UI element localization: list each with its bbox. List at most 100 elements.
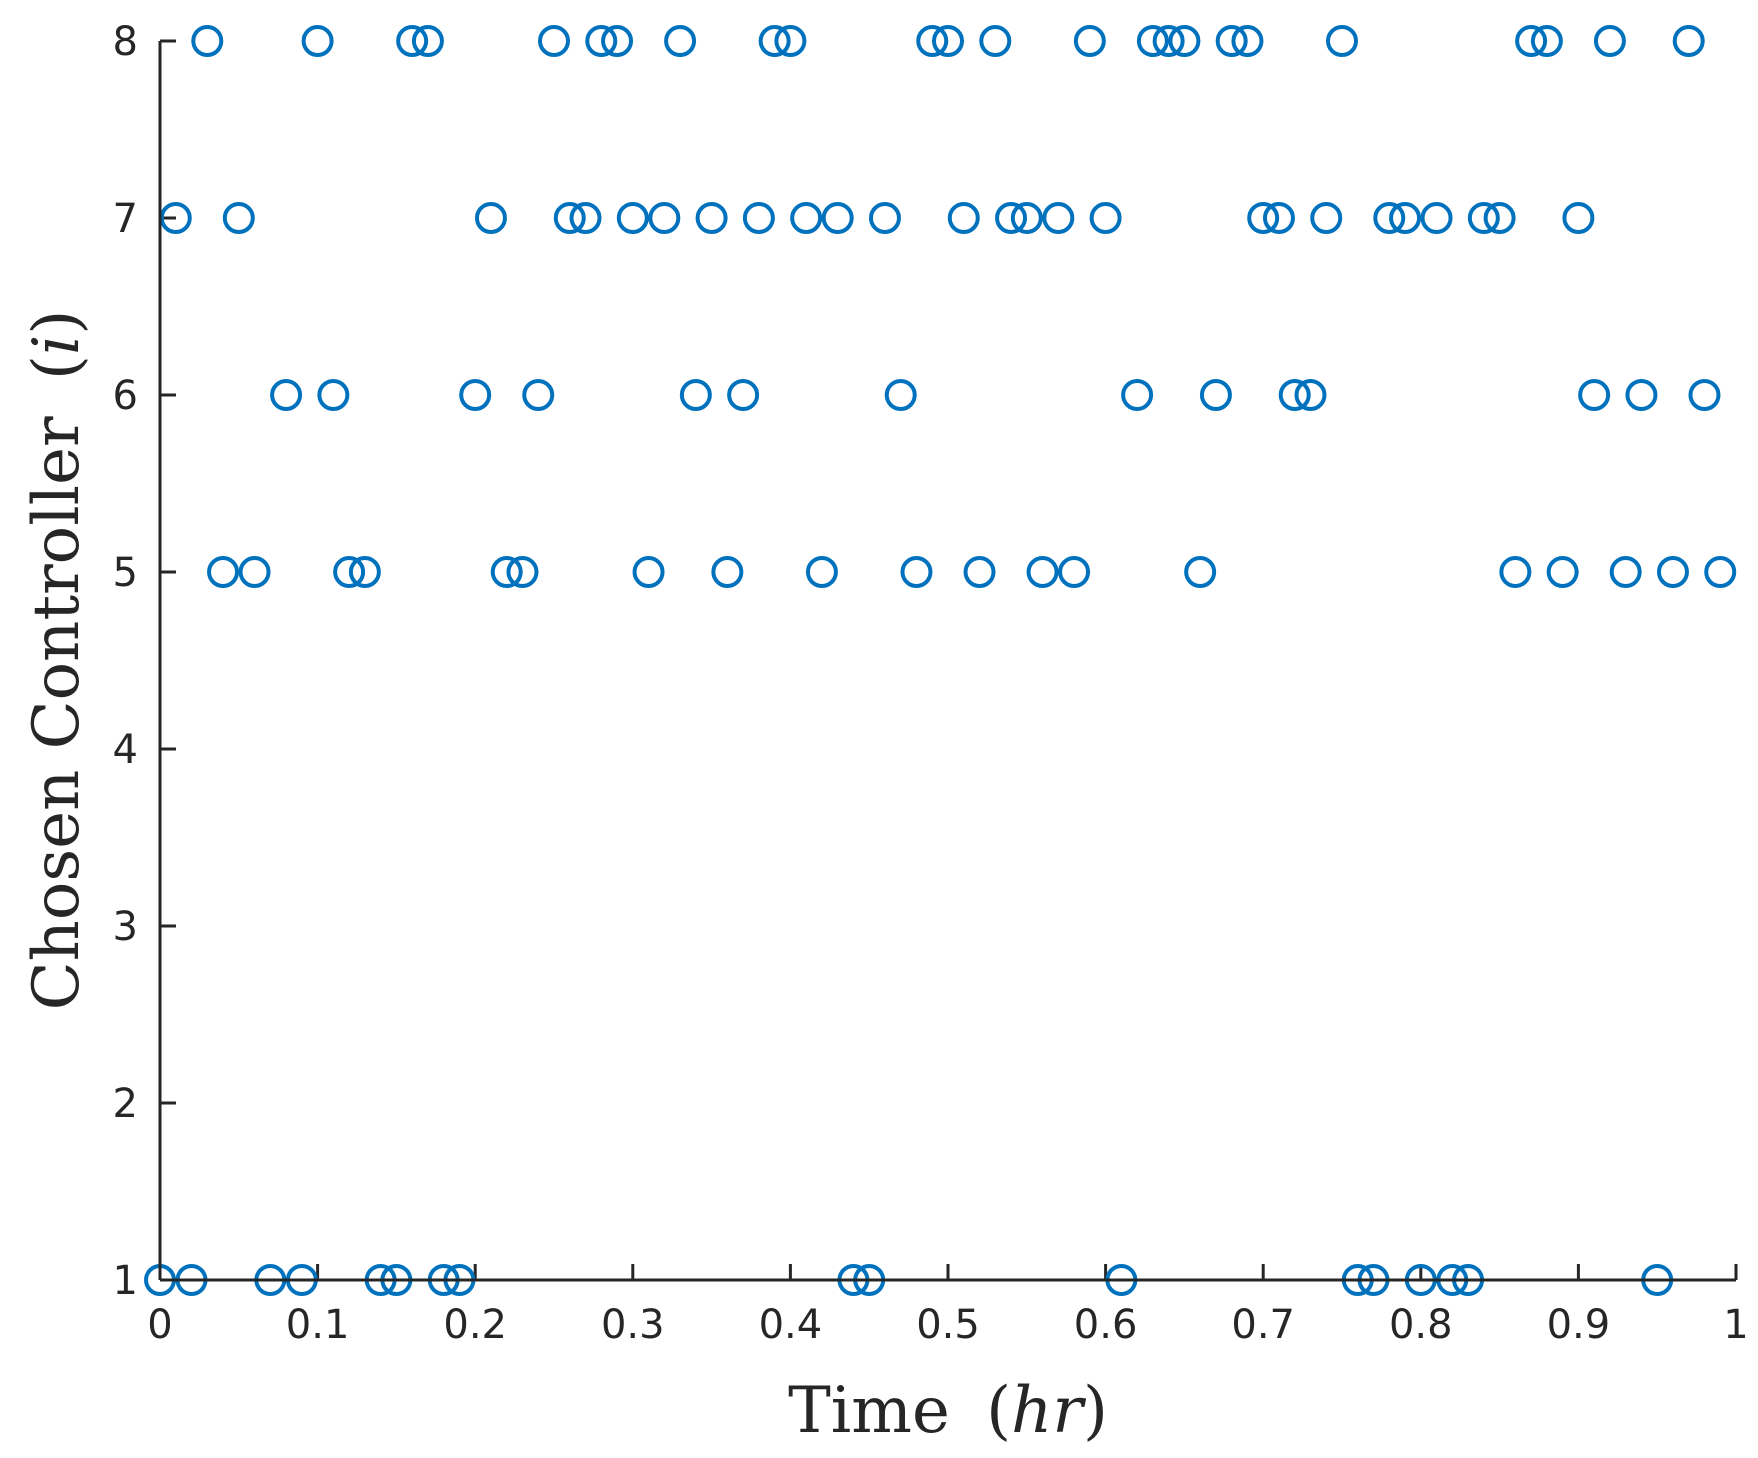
y-tick-label: 4: [113, 727, 138, 773]
data-point: [1231, 25, 1264, 57]
data-markers: [144, 25, 1737, 1296]
x-tick-label: 0.9: [1547, 1302, 1611, 1348]
y-tick-label: 8: [113, 19, 138, 65]
data-point: [947, 202, 980, 234]
data-point: [1672, 25, 1705, 57]
data-point: [695, 202, 728, 234]
data-point: [979, 25, 1012, 57]
x-axis-label-text: Time: [788, 1374, 950, 1448]
x-tick-label: 0.3: [601, 1302, 665, 1348]
data-point: [585, 25, 618, 57]
data-point: [569, 202, 602, 234]
data-point: [1530, 25, 1563, 57]
data-point: [900, 556, 933, 588]
data-point: [932, 25, 964, 57]
data-point: [1073, 25, 1106, 57]
y-tick-label: 2: [113, 1081, 138, 1127]
data-point: [821, 202, 854, 234]
data-point: [1546, 556, 1579, 588]
data-point: [1199, 379, 1232, 411]
data-point: [1373, 202, 1406, 234]
data-point: [490, 556, 523, 588]
data-point: [159, 202, 192, 234]
data-point: [1688, 379, 1721, 411]
data-point: [774, 25, 807, 57]
data-point: [742, 202, 775, 234]
data-point: [348, 556, 381, 588]
data-point: [916, 25, 949, 57]
data-point: [1609, 556, 1642, 588]
data-point: [1625, 379, 1658, 411]
data-point: [553, 202, 586, 234]
data-point: [1184, 556, 1217, 588]
data-point: [1704, 556, 1737, 588]
data-point: [616, 202, 649, 234]
x-tick-label: 0.7: [1231, 1302, 1295, 1348]
y-tick-label: 3: [113, 904, 138, 950]
data-point: [664, 25, 697, 57]
data-point: [333, 556, 366, 588]
data-point: [963, 556, 996, 588]
data-point: [648, 202, 681, 234]
data-point: [1168, 25, 1201, 57]
x-axis-label: Time (hr): [788, 1374, 1108, 1448]
data-point: [1262, 202, 1295, 234]
data-point: [270, 379, 303, 411]
data-point: [727, 379, 760, 411]
data-point: [1515, 25, 1548, 57]
data-point: [1136, 25, 1169, 57]
data-point: [884, 379, 917, 411]
y-axis-label: Chosen Controller (i): [20, 310, 94, 1011]
data-point: [1499, 556, 1532, 588]
data-point: [1326, 25, 1358, 57]
data-point: [396, 25, 429, 57]
data-point: [207, 556, 240, 588]
data-point: [868, 202, 901, 234]
data-point: [474, 202, 507, 234]
data-point: [758, 25, 791, 57]
data-point: [1058, 556, 1091, 588]
y-tick-label: 7: [113, 196, 138, 242]
data-point: [1152, 25, 1185, 57]
data-point: [1042, 202, 1075, 234]
data-point: [1420, 202, 1453, 234]
y-axis-label-text: Chosen Controller: [20, 416, 94, 1010]
data-point: [711, 556, 744, 588]
data-point: [1578, 379, 1611, 411]
axis-ticks: 0 0.1 0.2 0.3 0.4 0.5 0.6 0.7 0.8 0.9 1 1 2 3 4 5 6 7 8: [113, 19, 1749, 1348]
x-axis-unit: hr: [1011, 1374, 1086, 1448]
data-point: [1026, 556, 1059, 588]
data-point: [1247, 202, 1280, 234]
data-point: [1593, 25, 1626, 57]
data-point: [1483, 202, 1516, 234]
data-point: [1467, 202, 1500, 234]
data-point: [459, 379, 492, 411]
data-point: [790, 202, 823, 234]
data-point: [1121, 379, 1154, 411]
x-tick-label: 0.8: [1389, 1302, 1453, 1348]
data-point: [632, 556, 665, 588]
data-point: [1310, 202, 1343, 234]
data-point: [1278, 379, 1311, 411]
data-point: [1089, 202, 1122, 234]
data-point: [1562, 202, 1595, 234]
data-point: [411, 25, 444, 57]
x-tick-label: 0: [147, 1302, 172, 1348]
data-point: [506, 556, 539, 588]
x-tick-label: 1: [1723, 1302, 1748, 1348]
data-point: [538, 25, 570, 57]
x-tick-label: 0.1: [286, 1302, 350, 1348]
data-point: [222, 202, 255, 234]
y-tick-label: 1: [113, 1258, 138, 1304]
data-point: [1010, 202, 1043, 234]
data-point: [1294, 379, 1327, 411]
data-point: [679, 379, 712, 411]
data-point: [1215, 25, 1248, 57]
y-tick-label: 6: [113, 373, 138, 419]
data-point: [191, 25, 224, 57]
y-axis-unit: i: [20, 335, 94, 355]
x-tick-label: 0.5: [916, 1302, 980, 1348]
data-point: [601, 25, 634, 57]
x-tick-label: 0.6: [1074, 1302, 1138, 1348]
